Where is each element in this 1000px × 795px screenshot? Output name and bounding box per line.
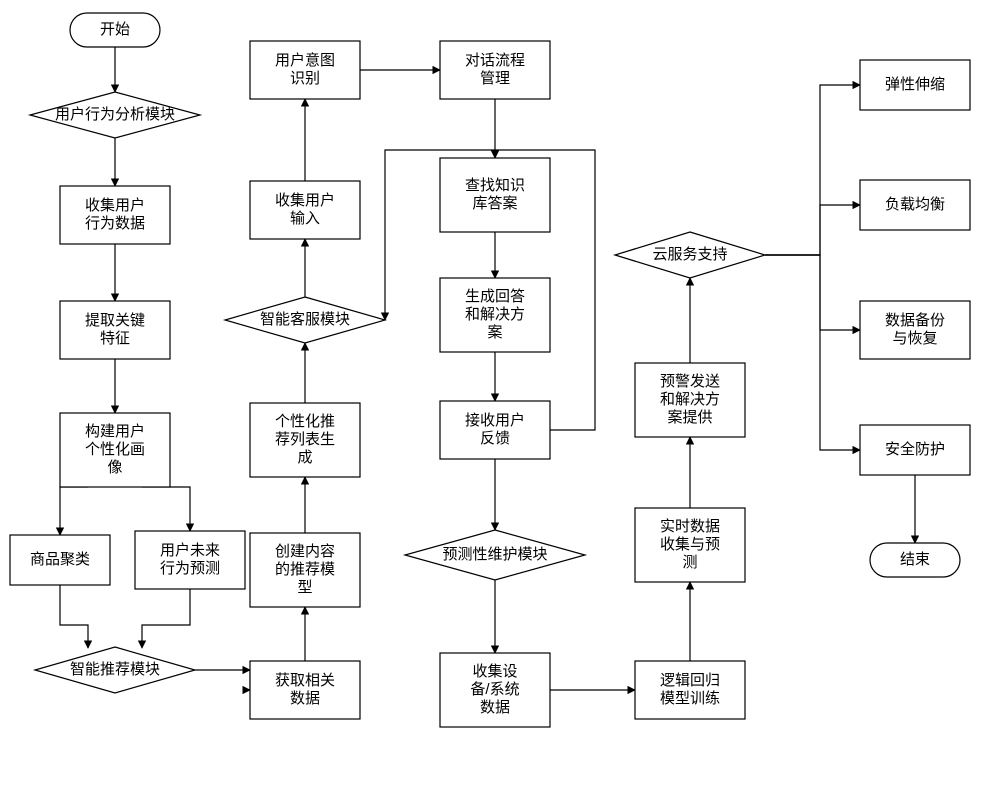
node-label: 实时数据 — [660, 518, 720, 535]
node-label: 库答案 — [472, 194, 517, 212]
node-label: 管理 — [480, 70, 510, 87]
node-warn: 预警发送和解决方案提供 — [635, 363, 745, 437]
node-prof: 构建用户个性化画像 — [60, 413, 170, 487]
node-label: 开始 — [100, 21, 130, 38]
node-label: 数据备份 — [885, 312, 945, 329]
node-label: 个性化推 — [275, 413, 335, 430]
node-label: 成 — [297, 449, 312, 466]
node-label: 收集与预 — [660, 536, 720, 553]
node-label: 识别 — [290, 70, 320, 87]
node-label: 用户行为分析模块 — [55, 106, 175, 123]
node-label: 收集用户 — [85, 197, 145, 214]
edge — [60, 487, 88, 535]
node-label: 行为预测 — [160, 560, 220, 577]
node-label: 预测性维护模块 — [442, 546, 547, 563]
edge — [60, 585, 88, 648]
node-label: 案提供 — [667, 408, 712, 426]
node-label: 像 — [107, 459, 122, 476]
node-label: 接收用户 — [465, 412, 525, 429]
node-label: 特征 — [100, 330, 130, 347]
node-coll: 收集用户行为数据 — [60, 186, 170, 244]
node-clus: 商品聚类 — [10, 535, 110, 585]
node-label: 对话流程 — [465, 52, 525, 69]
node-label: 和解决方 — [465, 306, 525, 323]
node-logit: 逻辑回归模型训练 — [635, 661, 745, 719]
node-label: 备/系统 — [470, 681, 519, 698]
node-lb: 负载均衡 — [860, 180, 970, 230]
edge — [765, 85, 860, 255]
node-label: 用户未来 — [160, 542, 220, 559]
edge — [142, 589, 190, 648]
node-dlg: 对话流程管理 — [440, 41, 550, 99]
node-label: 结束 — [900, 551, 930, 568]
node-label: 云服务支持 — [652, 246, 727, 263]
edge — [765, 205, 860, 255]
node-kb: 查找知识库答案 — [440, 158, 550, 232]
node-cloud: 云服务支持 — [615, 232, 765, 278]
node-pred: 用户未来行为预测 — [135, 531, 245, 589]
flowchart-canvas: 开始用户行为分析模块收集用户行为数据提取关键特征构建用户个性化画像商品聚类用户未… — [0, 0, 1000, 795]
node-fb: 接收用户反馈 — [440, 401, 550, 459]
node-label: 数据 — [290, 690, 320, 707]
node-label: 商品聚类 — [30, 551, 90, 568]
node-label: 测 — [682, 554, 697, 571]
node-label: 构建用户 — [85, 423, 145, 440]
node-list: 个性化推荐列表生成 — [250, 403, 360, 477]
node-sec: 安全防护 — [860, 425, 970, 475]
node-label: 智能推荐模块 — [70, 660, 160, 678]
node-label: 生成回答 — [465, 288, 525, 305]
node-rtc: 实时数据收集与预测 — [635, 508, 745, 582]
node-label: 智能客服模块 — [260, 310, 350, 328]
node-intent: 用户意图识别 — [250, 41, 360, 99]
node-label: 与恢复 — [892, 329, 937, 347]
node-extr: 提取关键特征 — [60, 301, 170, 359]
node-label: 行为数据 — [85, 215, 145, 232]
node-label: 收集用户 — [275, 192, 335, 209]
node-label: 和解决方 — [660, 391, 720, 408]
node-label: 型 — [297, 579, 312, 596]
node-label: 数据 — [480, 699, 510, 716]
node-ubam: 用户行为分析模块 — [30, 92, 200, 138]
node-inp: 收集用户输入 — [250, 181, 360, 239]
node-label: 预警发送 — [660, 373, 720, 390]
edge — [765, 255, 860, 450]
node-pmm: 预测性维护模块 — [405, 530, 585, 580]
node-label: 模型训练 — [660, 690, 720, 707]
node-label: 安全防护 — [885, 440, 945, 458]
node-label: 创建内容 — [275, 543, 335, 560]
node-label: 获取相关 — [275, 672, 335, 689]
node-ans: 生成回答和解决方案 — [440, 278, 550, 352]
node-label: 输入 — [290, 210, 320, 227]
node-start: 开始 — [70, 13, 160, 47]
node-end: 结束 — [870, 543, 960, 577]
node-label: 用户意图 — [275, 51, 335, 69]
node-dev: 收集设备/系统数据 — [440, 653, 550, 727]
node-label: 查找知识 — [465, 177, 525, 194]
node-recm: 智能推荐模块 — [35, 647, 195, 693]
node-csm: 智能客服模块 — [225, 297, 385, 343]
node-label: 提取关键 — [85, 312, 145, 329]
node-label: 荐列表生 — [275, 431, 335, 448]
node-elas: 弹性伸缩 — [860, 60, 970, 110]
node-getd: 获取相关数据 — [250, 661, 360, 719]
node-label: 个性化画 — [85, 441, 145, 458]
node-label: 案 — [487, 323, 502, 341]
node-mdl: 创建内容的推荐模型 — [250, 533, 360, 607]
edge — [765, 255, 860, 330]
node-label: 逻辑回归 — [660, 672, 720, 689]
node-label: 弹性伸缩 — [885, 76, 945, 93]
node-label: 反馈 — [480, 430, 510, 447]
node-bak: 数据备份与恢复 — [860, 301, 970, 359]
node-label: 收集设 — [472, 663, 517, 680]
edge — [142, 487, 190, 531]
node-label: 负载均衡 — [885, 196, 945, 213]
node-label: 的推荐模 — [275, 561, 335, 578]
